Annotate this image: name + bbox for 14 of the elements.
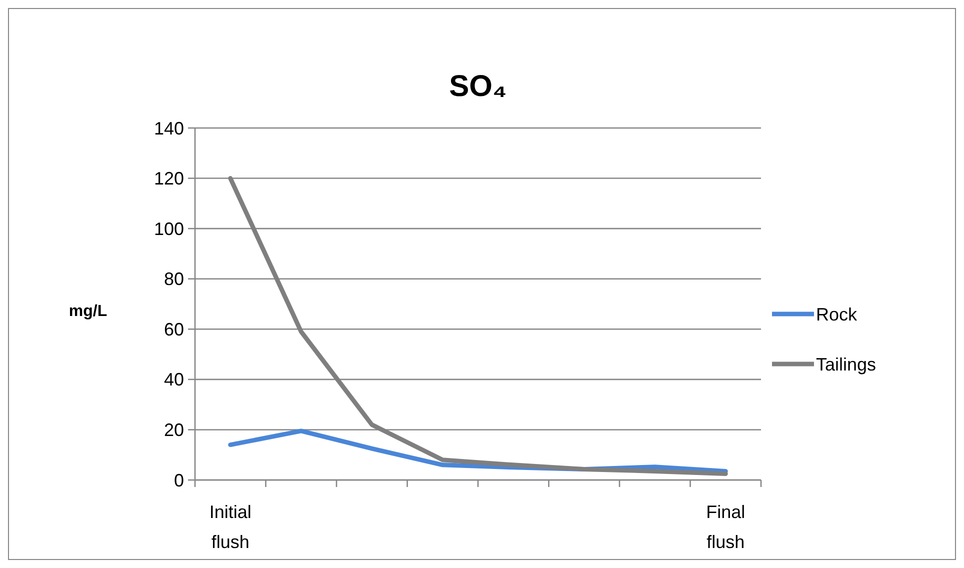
legend-label: Tailings	[816, 354, 876, 374]
y-tick-label: 80	[164, 269, 184, 290]
y-tick-label: 0	[174, 470, 184, 490]
chart-title: SO₄	[449, 70, 507, 103]
legend-label: Rock	[816, 304, 858, 324]
y-tick-label: 20	[164, 420, 184, 440]
y-tick-label: 100	[154, 218, 184, 239]
y-tick-label: 140	[154, 118, 184, 138]
x-tick-label: Initial flush	[209, 502, 252, 552]
y-tick-label: 60	[164, 319, 184, 340]
x-tick-label: Final flush	[706, 502, 746, 552]
y-tick-label: 120	[154, 168, 184, 189]
y-tick-label: 40	[164, 370, 184, 390]
y-axis-title: mg/L	[68, 303, 108, 320]
